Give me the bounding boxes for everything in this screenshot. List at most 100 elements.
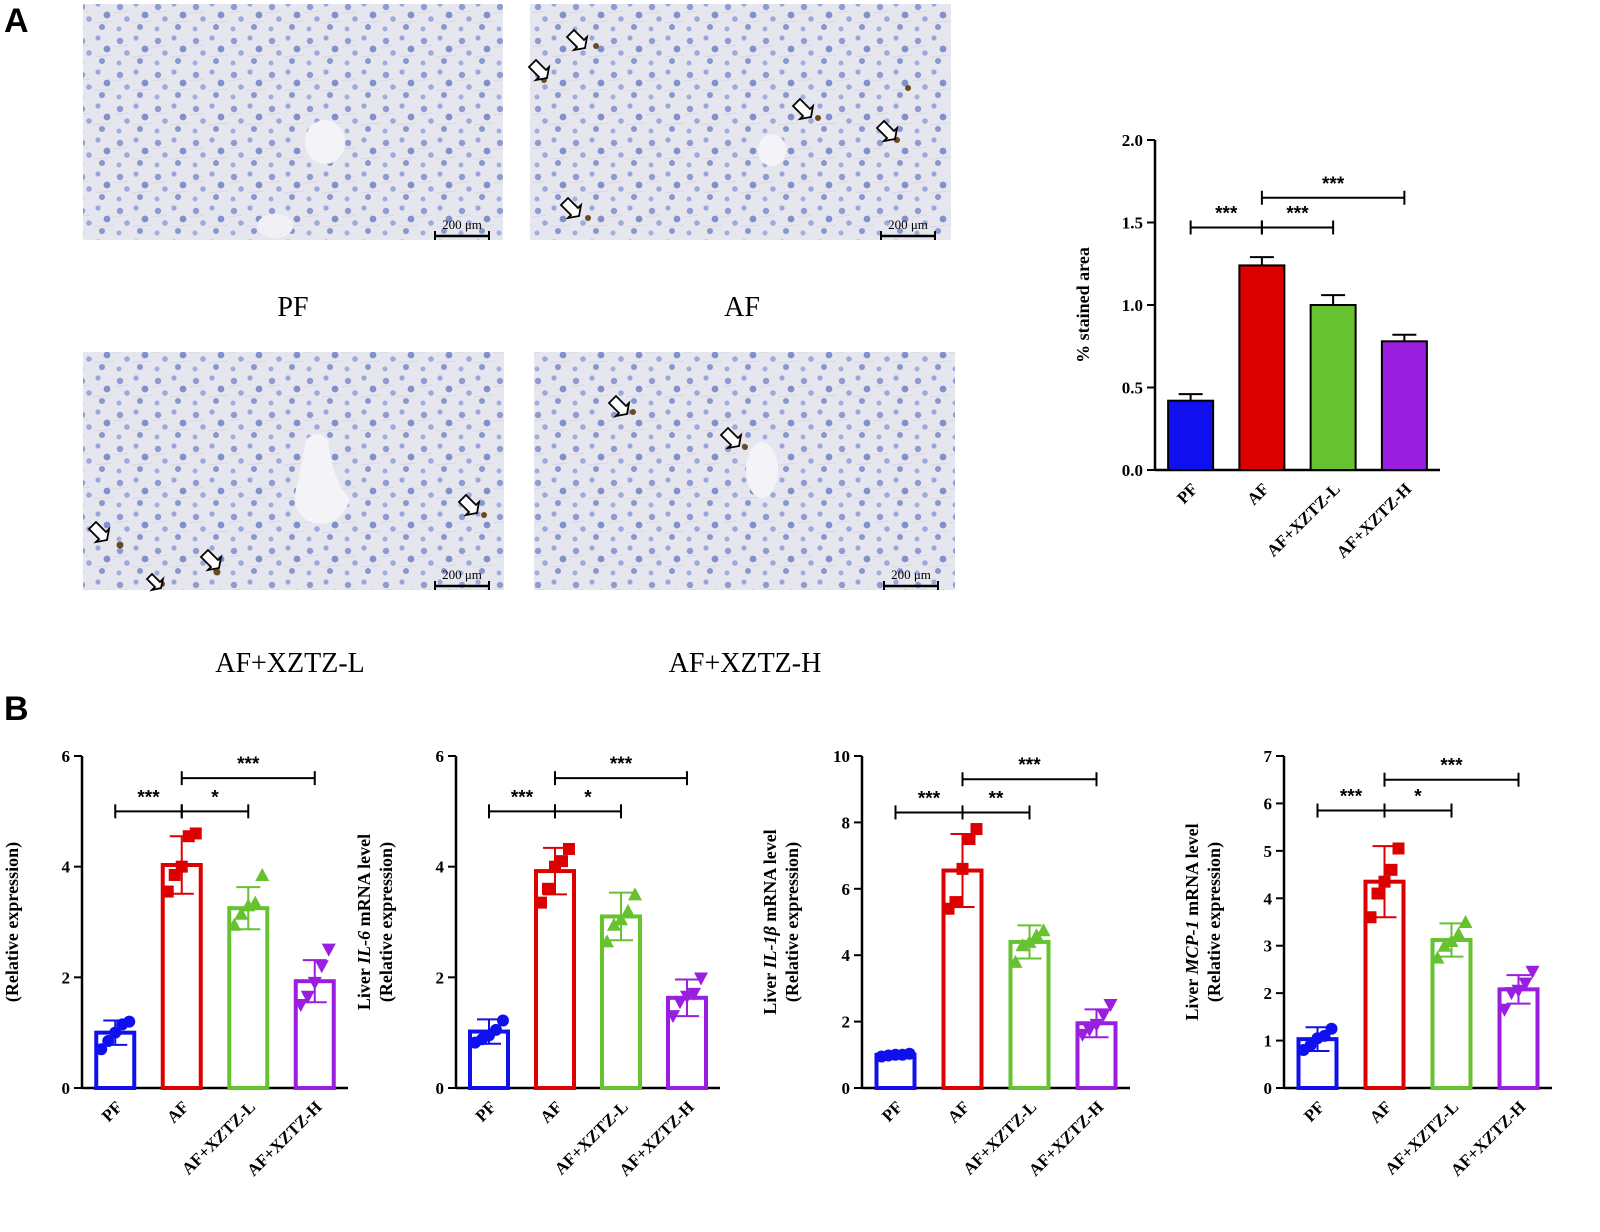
data-point: [1525, 965, 1540, 979]
chart-il-1beta: 0 2 4 6 8 10 Liver IL-1β mRNA level (Relative e…: [760, 747, 1130, 1180]
category-label: AF: [944, 1097, 973, 1126]
data-point: [1364, 911, 1377, 924]
significance-label: ***: [137, 787, 160, 808]
micrograph-caption-af-xztz-h: AF+XZTZ-H: [669, 648, 822, 679]
category-label: PF: [472, 1097, 500, 1125]
arrow-icon: [87, 520, 111, 544]
arrow-icon: [565, 28, 589, 52]
significance-label: *: [1414, 787, 1422, 808]
data-point: [1392, 842, 1405, 855]
data-point: [666, 1010, 680, 1024]
data-point: [1325, 1022, 1338, 1035]
data-point: [300, 990, 315, 1004]
category-label: PF: [98, 1097, 126, 1125]
data-point: [1430, 950, 1445, 964]
arrow-icon: [719, 426, 743, 450]
arrow-icon: [199, 548, 223, 572]
significance-label: ***: [237, 754, 260, 775]
data-point: [1008, 954, 1023, 968]
y-axis-label-2: (Relative expression): [2, 842, 23, 1002]
y-axis-label-suffix: mRNA level: [1182, 823, 1202, 920]
significance-label: ***: [511, 787, 534, 808]
bar: [1309, 304, 1357, 471]
data-point: [607, 917, 621, 931]
y-axis-label-prefix: Liver: [1182, 974, 1202, 1020]
y-tick-label: 4: [436, 858, 445, 877]
y-axis-label: Liver IL-1β mRNA level: [760, 829, 780, 1014]
y-tick-label: 0.0: [1122, 461, 1143, 480]
scale-bar-label: 200 μm: [891, 567, 931, 582]
chart-stained-area: 0.0 0.5 1.0 1.5 2.0 % stained area PF AF AF+XZTZ…: [1073, 131, 1440, 562]
significance-label: ***: [1322, 174, 1345, 195]
bar: [1238, 264, 1286, 471]
y-tick-label: 6: [436, 747, 445, 766]
data-point: [621, 903, 635, 917]
data-point: [102, 1034, 115, 1047]
y-tick-label: 1.0: [1122, 296, 1143, 315]
arrow-icon: [457, 493, 481, 517]
micrograph-caption-af: AF: [724, 292, 760, 323]
data-point: [903, 1047, 916, 1060]
data-point: [956, 862, 969, 875]
y-axis-label-prefix: Liver: [354, 964, 374, 1010]
scale-bar-label: 200 μm: [442, 567, 482, 582]
y-tick-label: 0: [842, 1079, 851, 1098]
data-point: [1075, 1028, 1090, 1042]
data-point: [673, 996, 687, 1010]
data-point: [1385, 863, 1398, 876]
micrograph-caption-pf: PF: [277, 292, 308, 323]
significance-label: ***: [1215, 203, 1238, 224]
data-point: [123, 1015, 136, 1028]
data-point: [687, 987, 701, 1001]
y-tick-label: 4: [842, 946, 851, 965]
data-point: [307, 976, 322, 990]
data-point: [1458, 915, 1473, 928]
y-tick-label: 0.5: [1122, 379, 1143, 398]
data-point: [1451, 926, 1466, 940]
y-tick-label: 4: [1264, 889, 1273, 908]
y-axis-label: Liver MCP-1 mRNA level: [1182, 823, 1202, 1020]
panel-b-label: B: [4, 690, 29, 728]
data-point: [227, 917, 242, 931]
significance-label: ***: [610, 754, 633, 775]
arrow-icon: [145, 572, 165, 592]
y-tick-label: 0: [436, 1079, 445, 1098]
y-axis-label: Liver IL-6 mRNA level: [354, 834, 374, 1010]
data-point: [293, 999, 308, 1012]
data-point: [1089, 1018, 1104, 1032]
significance-label: ***: [1018, 755, 1041, 776]
data-point: [248, 895, 263, 909]
category-label: AF: [1366, 1097, 1395, 1126]
arrow-icon: [875, 119, 899, 143]
significance-label: *: [211, 787, 219, 808]
data-point: [1378, 875, 1391, 888]
data-point: [255, 867, 270, 881]
micrograph-af-xztz-l: 200 μm: [83, 352, 504, 592]
data-point: [1082, 1023, 1097, 1037]
data-point: [490, 1023, 502, 1036]
data-point: [556, 855, 568, 868]
y-axis-label-gene: IL-6: [354, 931, 374, 965]
y-axis-label: % stained area: [1073, 247, 1093, 363]
data-point: [161, 885, 174, 898]
chart-il-6: 0 2 4 6 Liver IL-6 mRNA level (Relative expre…: [354, 747, 720, 1180]
data-point: [1518, 977, 1533, 991]
y-tick-label: 2: [842, 1013, 851, 1032]
data-point: [1022, 934, 1037, 948]
data-point: [535, 896, 547, 909]
bar: [534, 869, 576, 1090]
y-axis-label-prefix: Liver: [760, 969, 780, 1015]
data-point: [1029, 928, 1044, 942]
scale-bar-label: 200 μm: [888, 217, 928, 232]
y-tick-label: 1: [1264, 1032, 1273, 1051]
data-point: [314, 960, 329, 974]
data-point: [694, 972, 708, 986]
data-point: [189, 827, 202, 840]
y-tick-label: 2: [62, 968, 71, 987]
data-point: [614, 912, 628, 926]
y-tick-label: 10: [833, 747, 850, 766]
y-axis-label-suffix: mRNA level: [760, 829, 780, 926]
bar: [1380, 340, 1428, 471]
